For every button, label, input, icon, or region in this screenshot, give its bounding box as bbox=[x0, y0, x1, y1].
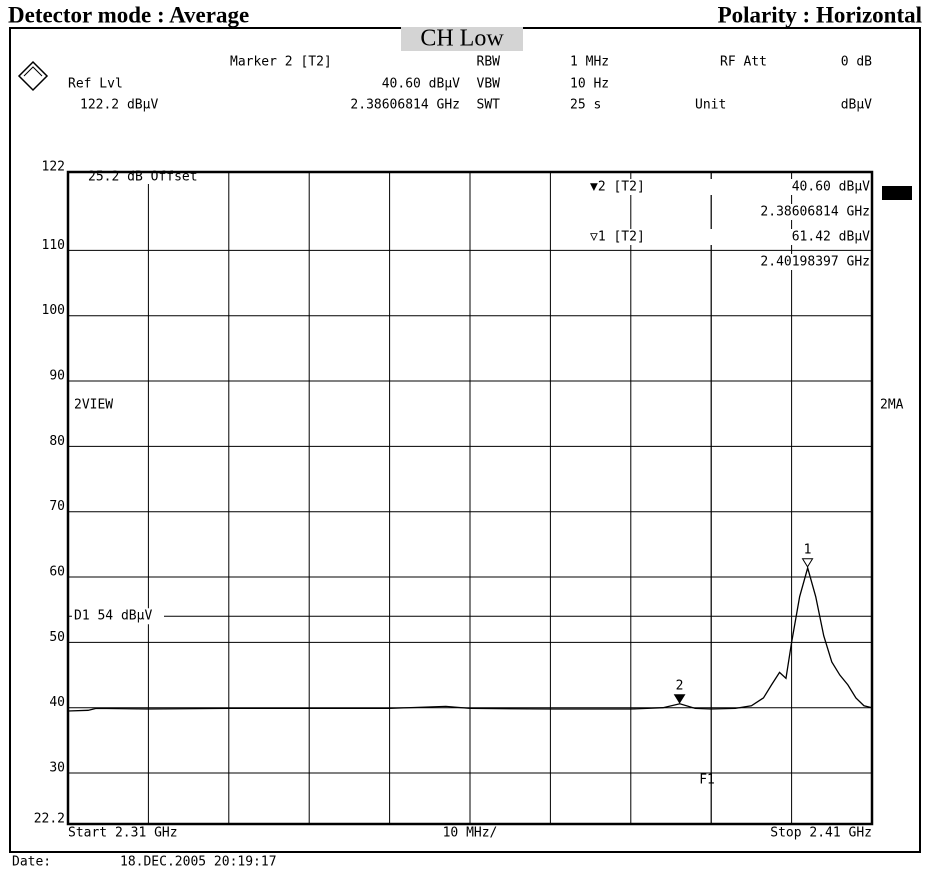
left-label: 2VIEW bbox=[74, 398, 113, 413]
display-label-bg bbox=[72, 608, 164, 625]
plot: 22.2 30 40 50 60 70 80 90 100 110 122 F1 D1 54 dBµV 2… bbox=[34, 160, 904, 841]
ref-lvl-label: Ref Lvl bbox=[68, 77, 123, 92]
channel: CH Low bbox=[420, 26, 504, 52]
stop-label: Stop 2.41 GHz bbox=[770, 826, 872, 841]
y-tick-label: 22.2 bbox=[34, 812, 65, 827]
y-tick-label: 100 bbox=[42, 303, 65, 318]
y-tick-label: 122 bbox=[42, 160, 65, 175]
unit: dBµV bbox=[841, 98, 872, 113]
marker-label: 1 bbox=[804, 542, 812, 557]
rs-logo bbox=[17, 60, 49, 92]
span-label: 10 MHz/ bbox=[443, 826, 498, 841]
status-block bbox=[882, 186, 912, 200]
swt-label: SWT bbox=[477, 98, 501, 113]
y-tick-label: 70 bbox=[49, 499, 65, 514]
y-tick-label: 90 bbox=[49, 369, 65, 384]
y-tick-label: 50 bbox=[49, 630, 65, 645]
readout-marker: ▽1 [T2] bbox=[590, 230, 645, 245]
right-label: 2MA bbox=[880, 398, 904, 413]
rbw: 1 MHz bbox=[570, 55, 609, 70]
polarity: Polarity : Horizontal bbox=[718, 2, 922, 27]
readout-level: 40.60 dBµV bbox=[792, 180, 870, 195]
rf-att: 0 dB bbox=[841, 55, 872, 70]
readout-bg bbox=[586, 179, 870, 195]
rbw-label: RBW bbox=[477, 55, 501, 70]
readout-level: 61.42 dBµV bbox=[792, 230, 870, 245]
marker-title: Marker 2 [T2] bbox=[230, 55, 332, 70]
readout-bg bbox=[586, 229, 870, 245]
date-label: Date: bbox=[12, 855, 51, 870]
vbw-label: VBW bbox=[477, 77, 501, 92]
readout-bg bbox=[714, 204, 870, 220]
swt: 25 s bbox=[570, 98, 601, 113]
plot-border bbox=[66, 170, 874, 826]
frame bbox=[9, 27, 921, 853]
readout-freq: 2.38606814 GHz bbox=[760, 205, 870, 220]
offset-label-bg bbox=[86, 170, 218, 184]
detector-mode: Detector mode : Average bbox=[8, 2, 249, 27]
marker bbox=[673, 694, 686, 704]
display-line-label: D1 54 dBµV bbox=[74, 609, 152, 624]
readout-freq: 2.40198397 GHz bbox=[760, 255, 870, 270]
marker bbox=[801, 558, 814, 568]
start-label: Start 2.31 GHz bbox=[68, 826, 178, 841]
y-tick-label: 60 bbox=[49, 565, 65, 580]
y-tick-label: 110 bbox=[42, 238, 65, 253]
marker-label: 2 bbox=[676, 678, 684, 693]
unit-label: Unit bbox=[695, 98, 726, 113]
marker-level: 40.60 dBµV bbox=[382, 77, 460, 92]
rf-att-label: RF Att bbox=[720, 55, 767, 70]
date: 18.DEC.2005 20:19:17 bbox=[120, 855, 277, 870]
readout-bg bbox=[714, 254, 870, 270]
readout-marker: ▼2 [T2] bbox=[590, 180, 645, 195]
y-tick-label: 80 bbox=[49, 434, 65, 449]
y-tick-label: 30 bbox=[49, 761, 65, 776]
ref-lvl: 122.2 dBµV bbox=[80, 98, 158, 113]
vbw: 10 Hz bbox=[570, 77, 609, 92]
y-tick-label: 40 bbox=[49, 695, 65, 710]
channel-bg bbox=[401, 27, 523, 51]
marker-freq: 2.38606814 GHz bbox=[350, 98, 460, 113]
f1-label: F1 bbox=[699, 773, 715, 788]
trace bbox=[67, 565, 873, 712]
